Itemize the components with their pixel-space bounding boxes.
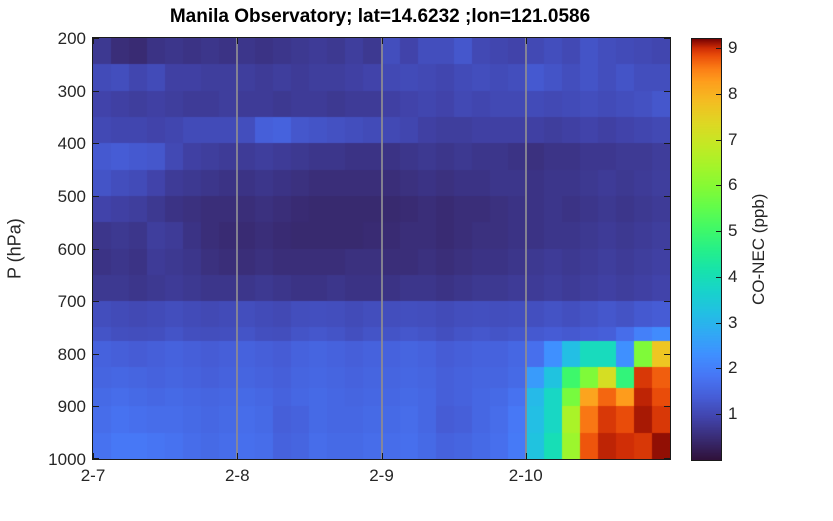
colorbar-label: CO-NEC (ppb) — [749, 193, 768, 306]
y-tick-label: 300 — [57, 81, 86, 101]
colorbar-tick-label: 6 — [728, 175, 738, 195]
y-tick-label: 900 — [57, 397, 86, 417]
axis-tick — [664, 458, 670, 459]
colorbar-tick-label: 7 — [728, 129, 738, 149]
colorbar-tick-label: 3 — [728, 312, 738, 332]
day-gridline — [236, 38, 239, 459]
colorbar-tick — [716, 368, 721, 369]
colorbar-tick — [716, 94, 721, 95]
axis-tick — [93, 91, 99, 92]
axis-tick — [664, 38, 670, 39]
x-tick-label: 2-9 — [369, 466, 394, 485]
x-tick-label: 2-8 — [224, 466, 250, 485]
axis-tick — [93, 453, 94, 459]
axis-tick — [526, 38, 527, 44]
x-tick-label: 2-7 — [80, 466, 106, 485]
day-gridline — [380, 38, 383, 459]
axis-tick — [93, 38, 94, 44]
y-tick-label: 700 — [57, 292, 86, 312]
plot-title: Manila Observatory; lat=14.6232 ;lon=121… — [169, 6, 591, 27]
axis-tick — [664, 91, 670, 92]
axis-tick — [526, 453, 527, 459]
y-tick-label: 800 — [57, 344, 86, 364]
colorbar-tick — [716, 48, 721, 49]
axis-tick — [237, 38, 238, 44]
axis-tick — [93, 458, 99, 459]
axis-tick — [664, 406, 670, 407]
x-tick-label: 2-10 — [508, 466, 543, 485]
colorbar-tick — [716, 323, 721, 324]
axis-tick — [664, 143, 670, 144]
axis-tick — [664, 354, 670, 355]
colorbar — [691, 38, 722, 461]
axis-tick — [382, 453, 383, 459]
day-gridline — [524, 38, 527, 459]
colorbar-tick-label: 4 — [728, 266, 738, 286]
colorbar-tick-label: 9 — [728, 38, 738, 58]
axis-tick — [93, 38, 99, 39]
y-tick-label: 400 — [57, 134, 86, 154]
axis-tick — [93, 301, 99, 302]
y-axis-label: P (hPa) — [4, 218, 25, 279]
colorbar-tick — [716, 231, 721, 232]
axis-tick — [93, 406, 99, 407]
colorbar-tick-label: 8 — [728, 83, 738, 103]
axis-tick — [664, 249, 670, 250]
y-tick-label: 200 — [57, 29, 86, 48]
axis-tick — [664, 196, 670, 197]
colorbar-canvas — [692, 39, 721, 460]
axis-tick — [93, 196, 99, 197]
colorbar-tick-label: 1 — [728, 404, 738, 424]
axis-tick — [664, 301, 670, 302]
axis-tick — [237, 453, 238, 459]
axis-tick — [93, 354, 99, 355]
colorbar-tick — [716, 414, 721, 415]
y-tick-label: 500 — [57, 186, 86, 206]
axis-tick — [93, 143, 99, 144]
plot-area — [92, 37, 671, 460]
axis-tick — [93, 249, 99, 250]
colorbar-tick — [716, 185, 721, 186]
colorbar-tick — [716, 277, 721, 278]
colorbar-tick-label: 2 — [728, 358, 738, 378]
y-tick-label: 600 — [57, 239, 86, 259]
colorbar-tick — [716, 140, 721, 141]
colorbar-tick-label: 5 — [728, 221, 738, 241]
y-tick-label: 1000 — [48, 450, 86, 469]
axis-tick — [382, 38, 383, 44]
